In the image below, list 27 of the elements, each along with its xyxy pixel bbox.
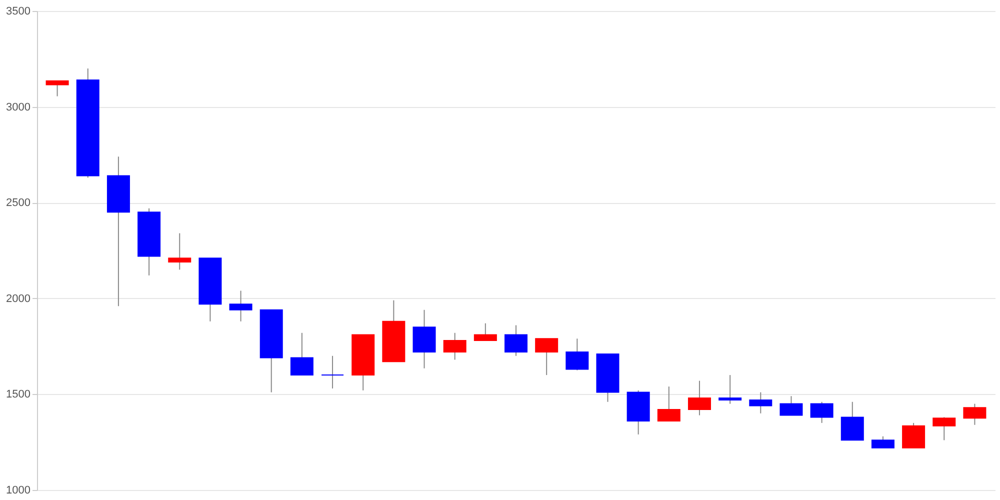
candlestick — [504, 324, 528, 356]
y-tick-label: 1000 — [6, 484, 30, 496]
candlestick — [718, 374, 742, 404]
y-tick-label: 2500 — [6, 197, 30, 210]
candlestick — [443, 332, 466, 360]
candlestick — [840, 401, 864, 441]
candlestick — [780, 396, 803, 416]
candlestick — [168, 232, 192, 270]
candlestick — [535, 338, 558, 376]
candlestick — [46, 80, 69, 97]
candlestick — [932, 416, 956, 441]
candlestick — [229, 290, 252, 322]
candlestick — [902, 422, 926, 448]
candlestick — [688, 380, 711, 416]
candlestick — [810, 401, 834, 424]
candlestick — [566, 338, 589, 371]
y-tick-label: 2000 — [6, 292, 30, 305]
candlestick — [871, 436, 894, 448]
y-tick-label: 1500 — [6, 388, 30, 401]
y-tick-label: 3500 — [6, 6, 30, 18]
y-tick-label: 3000 — [6, 101, 30, 114]
candlestick — [290, 332, 314, 376]
candlestick — [657, 386, 680, 422]
candlestick — [321, 355, 344, 389]
candlestick — [963, 403, 986, 426]
candlestick — [474, 322, 497, 342]
candlestick — [749, 392, 772, 414]
